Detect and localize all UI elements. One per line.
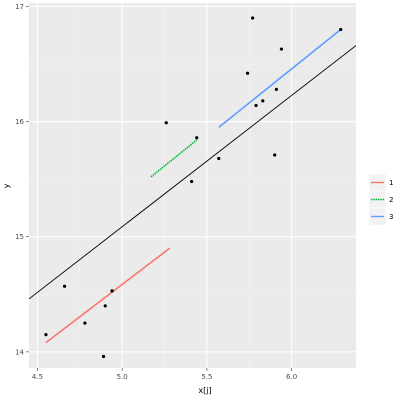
x-tick-label: 5.5 bbox=[201, 373, 212, 381]
legend-label-3: 3 bbox=[389, 213, 393, 221]
y-tick-label: 14 bbox=[15, 348, 24, 356]
y-tick-label: 15 bbox=[15, 233, 24, 241]
data-point bbox=[62, 284, 67, 288]
data-point bbox=[254, 103, 258, 108]
x-tick-label: 5.0 bbox=[117, 373, 128, 381]
data-point bbox=[251, 16, 255, 20]
x-tick-label: 6.0 bbox=[286, 373, 297, 381]
data-point bbox=[217, 156, 221, 161]
legend: 1 2 3 bbox=[368, 173, 393, 226]
major-gridlines bbox=[29, 3, 356, 368]
series-1-fit-line bbox=[45, 247, 171, 344]
data-point bbox=[110, 289, 114, 293]
data-points bbox=[44, 16, 343, 359]
data-point bbox=[245, 71, 250, 75]
data-point bbox=[273, 153, 277, 157]
x-axis-title: x[j] bbox=[198, 386, 211, 395]
x-axis: 4.5 5.0 5.5 6.0 bbox=[32, 368, 297, 381]
overall-fit-line bbox=[29, 45, 356, 300]
y-axis: 14 15 16 17 bbox=[15, 3, 29, 356]
series-2-fit-line bbox=[150, 139, 198, 178]
minor-gridlines bbox=[29, 3, 356, 368]
data-point bbox=[274, 87, 278, 91]
series-3-fit-line bbox=[218, 28, 342, 128]
plot-panel bbox=[29, 3, 356, 368]
data-point bbox=[195, 136, 199, 140]
y-axis-title: y bbox=[2, 183, 11, 188]
fit-lines bbox=[29, 28, 356, 344]
data-point bbox=[261, 99, 265, 103]
data-point bbox=[101, 354, 106, 359]
data-point bbox=[279, 47, 284, 51]
legend-label-1: 1 bbox=[389, 179, 393, 187]
legend-label-2: 2 bbox=[389, 196, 393, 204]
y-tick-label: 16 bbox=[15, 118, 24, 126]
data-point bbox=[190, 179, 194, 184]
x-tick-label: 4.5 bbox=[32, 373, 43, 381]
data-point bbox=[83, 321, 87, 325]
data-point bbox=[164, 121, 168, 125]
y-tick-label: 17 bbox=[15, 3, 24, 11]
data-point bbox=[103, 304, 107, 308]
data-point bbox=[44, 333, 48, 337]
data-point bbox=[339, 27, 343, 32]
